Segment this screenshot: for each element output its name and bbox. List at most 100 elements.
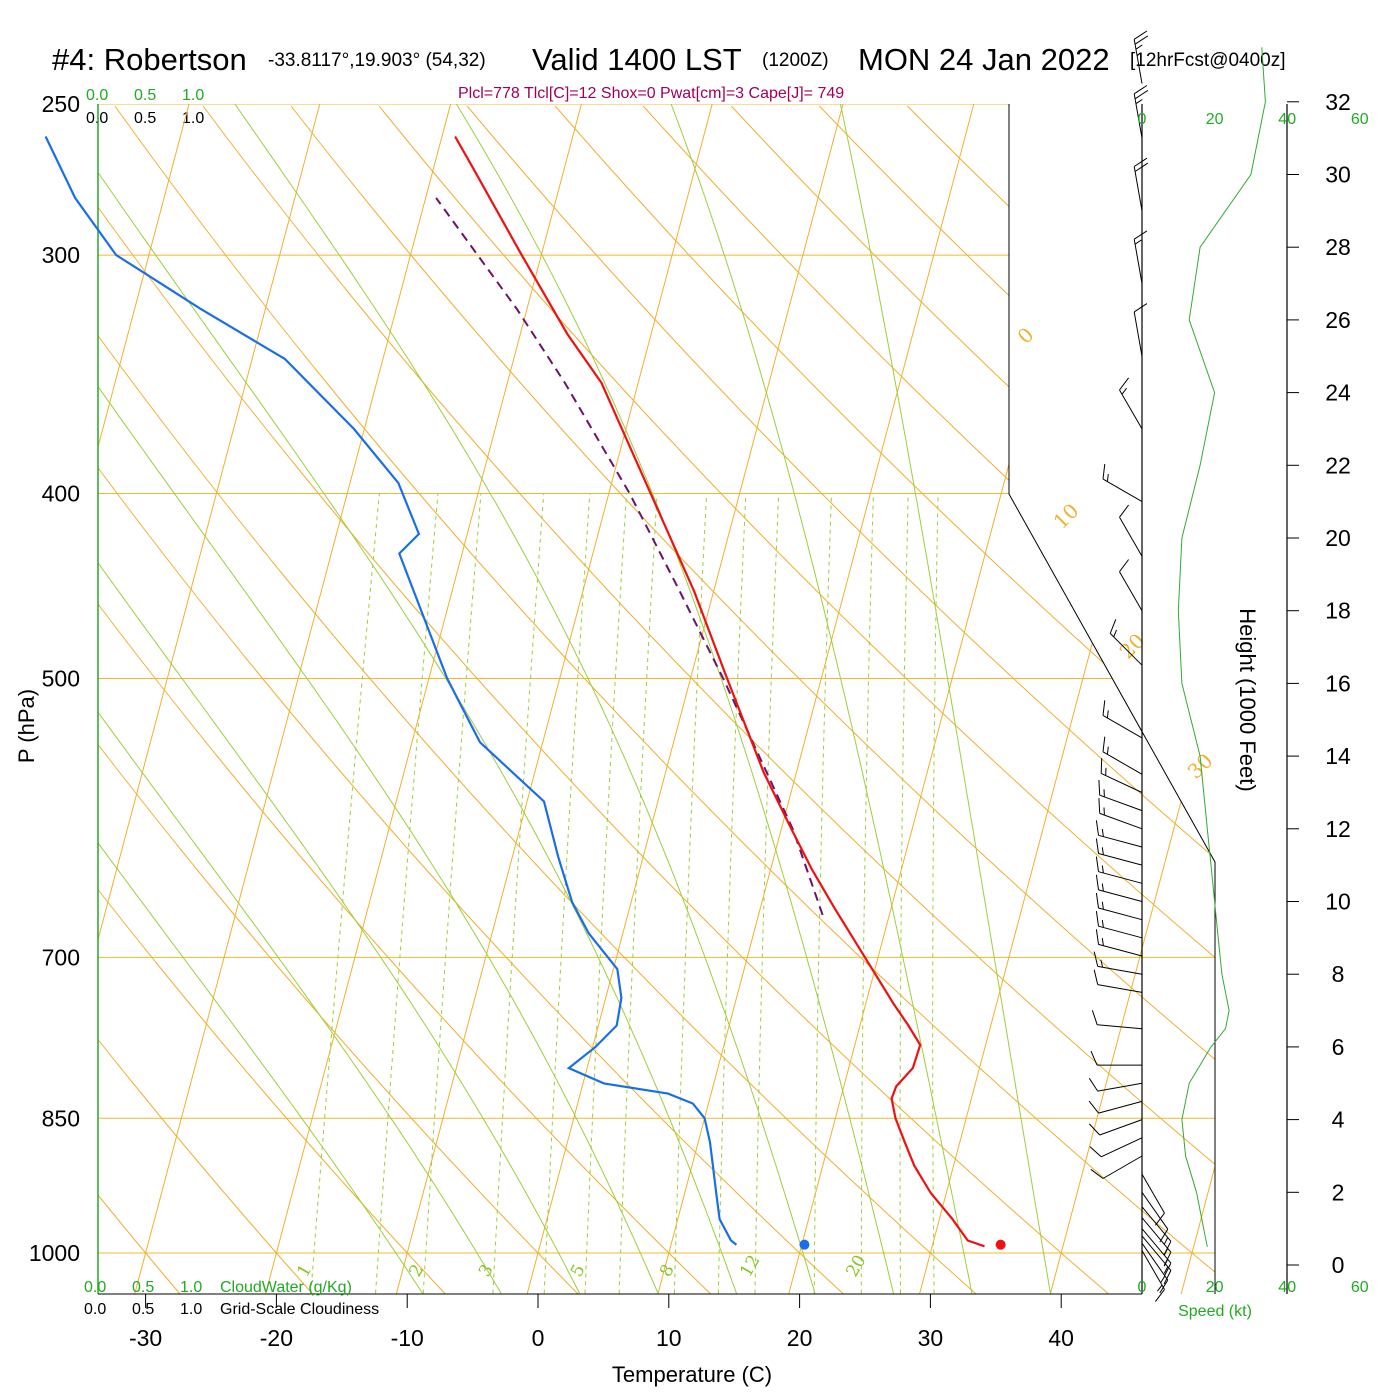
wind-speed-tick-bottom: 0 [1138,1279,1147,1296]
height-tick-label: 26 [1325,307,1351,333]
wind-barb [1102,463,1143,503]
wind-barb [1119,377,1143,430]
top-cloudwater-tick: 1.0 [182,87,204,104]
wind-speed-tick-top: 20 [1206,111,1224,128]
height-tick-label: 16 [1325,670,1351,696]
diagram-background-lines [98,104,1215,1294]
dry-adiabat-line [642,105,1215,1294]
moist-adiabat-line [455,104,894,1294]
wind-barb [1102,700,1143,739]
bottom-cloudiness-tick: 0.5 [132,1301,154,1318]
wind-barb [1095,856,1143,884]
mixing-ratio-line [543,493,591,1294]
height-tick-label: 20 [1325,525,1351,551]
pressure-tick-label: 250 [42,91,80,117]
temperature-axis-title: Temperature (C) [612,1362,772,1387]
dry-adiabat-line [98,105,314,1294]
wind-barb [1141,1242,1169,1294]
surface-dewpoint-marker [799,1239,810,1250]
isotherm-line [1180,104,1215,1294]
height-tick-label: 6 [1332,1034,1345,1060]
pressure-tick-label: 850 [42,1105,80,1131]
chart-header: #4: Robertson -33.8117°,19.903° (54,32) … [52,42,1286,102]
wind-barb [1098,779,1143,812]
wind-barb [1095,874,1143,902]
wind-layer [1088,30,1266,1302]
dry-adiabat-line [554,105,1215,1294]
moist-adiabat-line [98,104,502,1294]
isotherm-line [98,104,321,1294]
wind-speed-tick-top: 0 [1138,111,1147,128]
right-frame-line [1008,104,1216,1294]
dry-adiabat-line [98,105,579,1294]
top-cloud-scales: 0.0 0.5 1.0 0.0 0.5 1.0 [86,87,204,127]
mixing-ratio-label: 1 [293,1261,316,1280]
moist-adiabat-line [670,104,973,1294]
temperature-tick-label: 20 [787,1325,813,1351]
height-tick-label: 0 [1332,1252,1345,1278]
wind-barb [1141,1250,1165,1302]
bottom-cloudiness-tick: 1.0 [180,1301,202,1318]
moist-adiabat-line [98,104,737,1294]
cloudiness-label: Grid-Scale Cloudiness [220,1301,379,1318]
mixing-ratio-line [717,493,747,1294]
mixing-ratio-label: 5 [567,1261,590,1280]
sounding-parameters: Plcl=778 Tlcl[C]=12 Shox=0 Pwat[cm]=3 Ca… [458,85,844,102]
pressure-tick-label: 500 [42,666,80,692]
bottom-cloudwater-tick: 0.0 [84,1279,106,1296]
wind-barb [1141,1235,1172,1285]
height-tick-label: 2 [1332,1179,1345,1205]
wind-barb [1133,303,1148,357]
wind-barb [1088,1119,1143,1136]
mixing-ratio-label: 3 [475,1261,498,1280]
height-tick-label: 28 [1325,234,1351,260]
pressure-tick-label: 700 [42,944,80,970]
mixing-ratio-line [618,493,658,1294]
wind-speed-tick-bottom: 60 [1351,1279,1369,1296]
temperature-tick-label: 40 [1048,1325,1074,1351]
wind-barb [1095,911,1143,939]
dry-adiabat-line [202,105,1215,1294]
wind-barb [1141,1192,1169,1243]
wind-barb [1133,157,1149,211]
dry-adiabat-label: 10 [1049,499,1084,534]
pressure-tick-label: 1000 [29,1240,80,1266]
height-axis-title: Height (1000 Feet) [1235,608,1260,791]
height-tick-label: 12 [1325,816,1351,842]
dry-adiabat-label: 20 [1115,629,1150,664]
dry-adiabat-line [98,105,446,1294]
top-cloudwater-tick: 0.0 [86,87,108,104]
dry-adiabat-line [378,105,1215,1294]
wind-speed-scale-label: Speed (kt) [1178,1303,1252,1320]
wind-barb [1090,1050,1142,1066]
moist-adiabat-line [234,104,816,1294]
dry-adiabat-label: 0 [1013,323,1039,349]
temperature-tick-label: -30 [129,1325,162,1351]
profile-layer [44,135,1006,1250]
height-tick-label: 24 [1325,380,1351,406]
wind-barb [1141,1173,1165,1226]
plot-frame [97,104,1288,1295]
valid-date: MON 24 Jan 2022 [858,42,1110,77]
isotherm-line [1049,104,1215,1294]
isotherm-line [98,104,190,1294]
top-cloudwater-tick: 0.5 [134,87,156,104]
wind-barb [1095,929,1143,957]
wind-barb [1109,619,1143,666]
height-tick-label: 22 [1325,452,1351,478]
station-coords: -33.8117°,19.903° (54,32) [268,50,486,71]
mixing-ratio-line [899,493,909,1294]
bottom-legend: 0.0 0.5 1.0 CloudWater (g/Kg) 0.0 0.5 1.… [84,1279,379,1318]
wind-barb [1095,838,1143,866]
bottom-cloudwater-tick: 0.5 [132,1279,154,1296]
wind-barb [1088,1100,1143,1114]
isotherm-line [134,104,452,1294]
wind-barb [1133,230,1148,284]
utc-time: (1200Z) [762,50,829,71]
dry-adiabat-line [98,105,1110,1294]
moist-adiabat-line [98,104,424,1294]
forecast-label: [12hrFcst@0400z] [1130,50,1286,71]
temperature-axis: -30 -20 -10 0 10 20 30 40 [129,1294,1074,1351]
